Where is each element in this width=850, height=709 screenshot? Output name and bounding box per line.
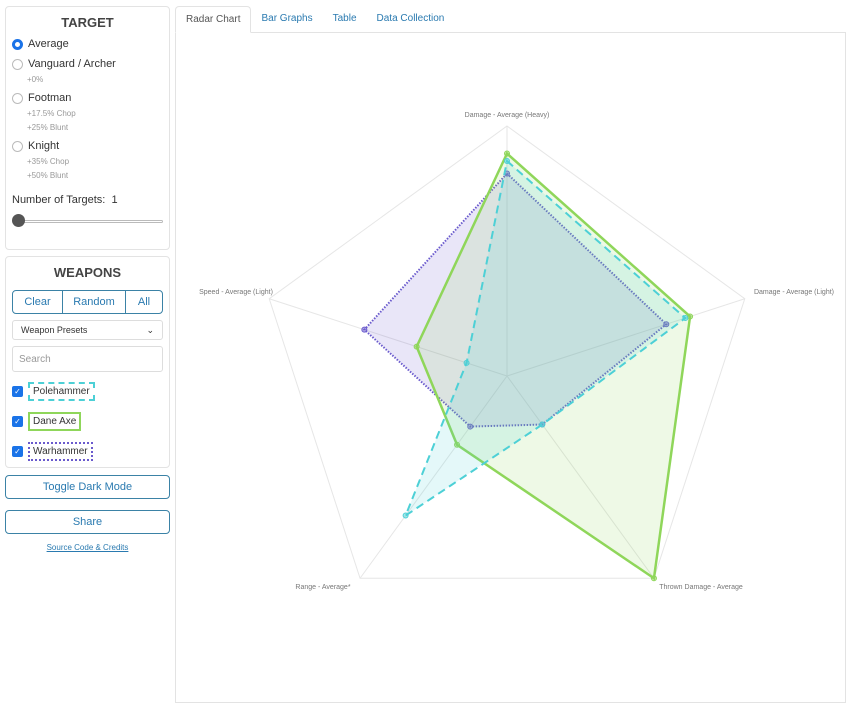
data-point — [687, 313, 694, 320]
axis-label: Speed - Average (Light) — [199, 289, 273, 296]
target-modifier: +17.5% Chop — [27, 109, 76, 118]
checkbox-checked-icon[interactable]: ✓ — [12, 445, 23, 457]
data-point — [539, 421, 546, 428]
weapon-presets-label: Weapon Presets — [21, 325, 88, 335]
target-option[interactable]: Vanguard / Archer — [12, 58, 169, 70]
data-point — [682, 315, 689, 322]
weapon-item[interactable]: ✓ Polehammer — [12, 380, 169, 402]
target-modifier: +25% Blunt — [27, 123, 69, 132]
target-option-label: Knight — [28, 140, 60, 152]
series-dane-axe — [415, 151, 692, 581]
tab-radar-chart[interactable]: Radar Chart — [175, 6, 252, 33]
axis-label: Damage - Average (Light) — [754, 289, 834, 296]
target-modifier: +0% — [27, 75, 44, 84]
all-button[interactable]: All — [137, 296, 151, 308]
search-input[interactable]: Search — [12, 346, 163, 372]
target-modifier: +50% Blunt — [27, 171, 69, 180]
number-of-targets: Number of Targets: 1 — [12, 194, 169, 206]
radar-chart: Damage - Average (Heavy) Damage - Average… — [199, 112, 834, 591]
weapons-title: WEAPONS — [53, 265, 122, 280]
targets-slider[interactable] — [12, 214, 163, 228]
data-point — [413, 343, 420, 350]
data-point — [402, 512, 409, 519]
axis-label: Thrown Damage - Average — [659, 584, 743, 591]
target-option[interactable]: Knight — [12, 140, 169, 152]
radio-button[interactable] — [12, 140, 23, 152]
data-point — [467, 423, 474, 430]
weapon-presets-select[interactable]: Weapon Presets ⌄ — [12, 320, 163, 340]
target-title: TARGET — [61, 15, 114, 30]
weapons-panel: WEAPONS Clear Random All Weapon Presets ⌄… — [5, 256, 170, 468]
radio-button[interactable] — [12, 92, 23, 104]
share-button[interactable]: Share — [5, 510, 170, 534]
slider-track — [16, 220, 163, 223]
checkbox-checked-icon[interactable]: ✓ — [12, 415, 23, 427]
axis-spoke — [506, 375, 655, 579]
toggle-dark-mode-button[interactable]: Toggle Dark Mode — [5, 475, 170, 499]
series-polehammer — [403, 159, 687, 519]
data-point — [504, 150, 510, 157]
number-of-targets-label: Number of Targets: — [12, 194, 106, 206]
chevron-down-icon: ⌄ — [146, 324, 154, 335]
slider-thumb[interactable] — [12, 214, 25, 227]
data-point — [463, 359, 470, 366]
tab-data-collection[interactable]: Data Collection — [376, 13, 445, 24]
target-panel: TARGET Average Vanguard / Archer +0% Footma… — [5, 6, 170, 250]
data-point — [504, 158, 510, 164]
axis-spoke — [506, 298, 745, 377]
tab-bar: Radar Chart Bar Graphs Table Data Collec… — [175, 6, 454, 33]
data-point — [361, 326, 368, 333]
target-option-label: Average — [28, 38, 69, 50]
target-option-label: Vanguard / Archer — [28, 58, 116, 70]
weapon-label: Dane Axe — [28, 411, 82, 431]
weapon-label: Polehammer — [28, 381, 95, 401]
number-of-targets-value: 1 — [111, 194, 118, 206]
checkbox-checked-icon[interactable]: ✓ — [12, 385, 23, 397]
target-option[interactable]: Average — [12, 38, 169, 50]
radio-button[interactable] — [12, 38, 23, 50]
target-option[interactable]: Footman — [12, 92, 169, 104]
data-point — [650, 575, 657, 582]
random-button[interactable]: Random — [63, 291, 126, 313]
tab-bar-graphs[interactable]: Bar Graphs — [261, 13, 313, 24]
weapon-button-group: Clear Random All — [12, 290, 163, 314]
radio-button[interactable] — [12, 58, 23, 70]
source-code-credits-link[interactable]: Source Code & Credits — [46, 543, 129, 552]
axis-label: Damage - Average (Heavy) — [465, 112, 550, 119]
axis-label: Range - Average* — [295, 584, 350, 591]
target-option-label: Footman — [28, 92, 72, 104]
weapon-item[interactable]: ✓ Warhammer — [12, 440, 169, 462]
weapon-item[interactable]: ✓ Dane Axe — [12, 410, 169, 432]
target-modifier: +35% Chop — [27, 157, 70, 166]
data-point — [663, 321, 670, 328]
grid-ring — [268, 125, 746, 579]
weapon-label: Warhammer — [28, 441, 93, 461]
tab-table[interactable]: Table — [332, 13, 357, 24]
clear-button[interactable]: Clear — [13, 291, 63, 313]
chart-container: Damage - Average (Heavy) Damage - Average… — [175, 32, 846, 703]
data-point — [454, 441, 461, 448]
axis-spoke — [359, 375, 508, 579]
series-warhammer — [362, 172, 668, 428]
